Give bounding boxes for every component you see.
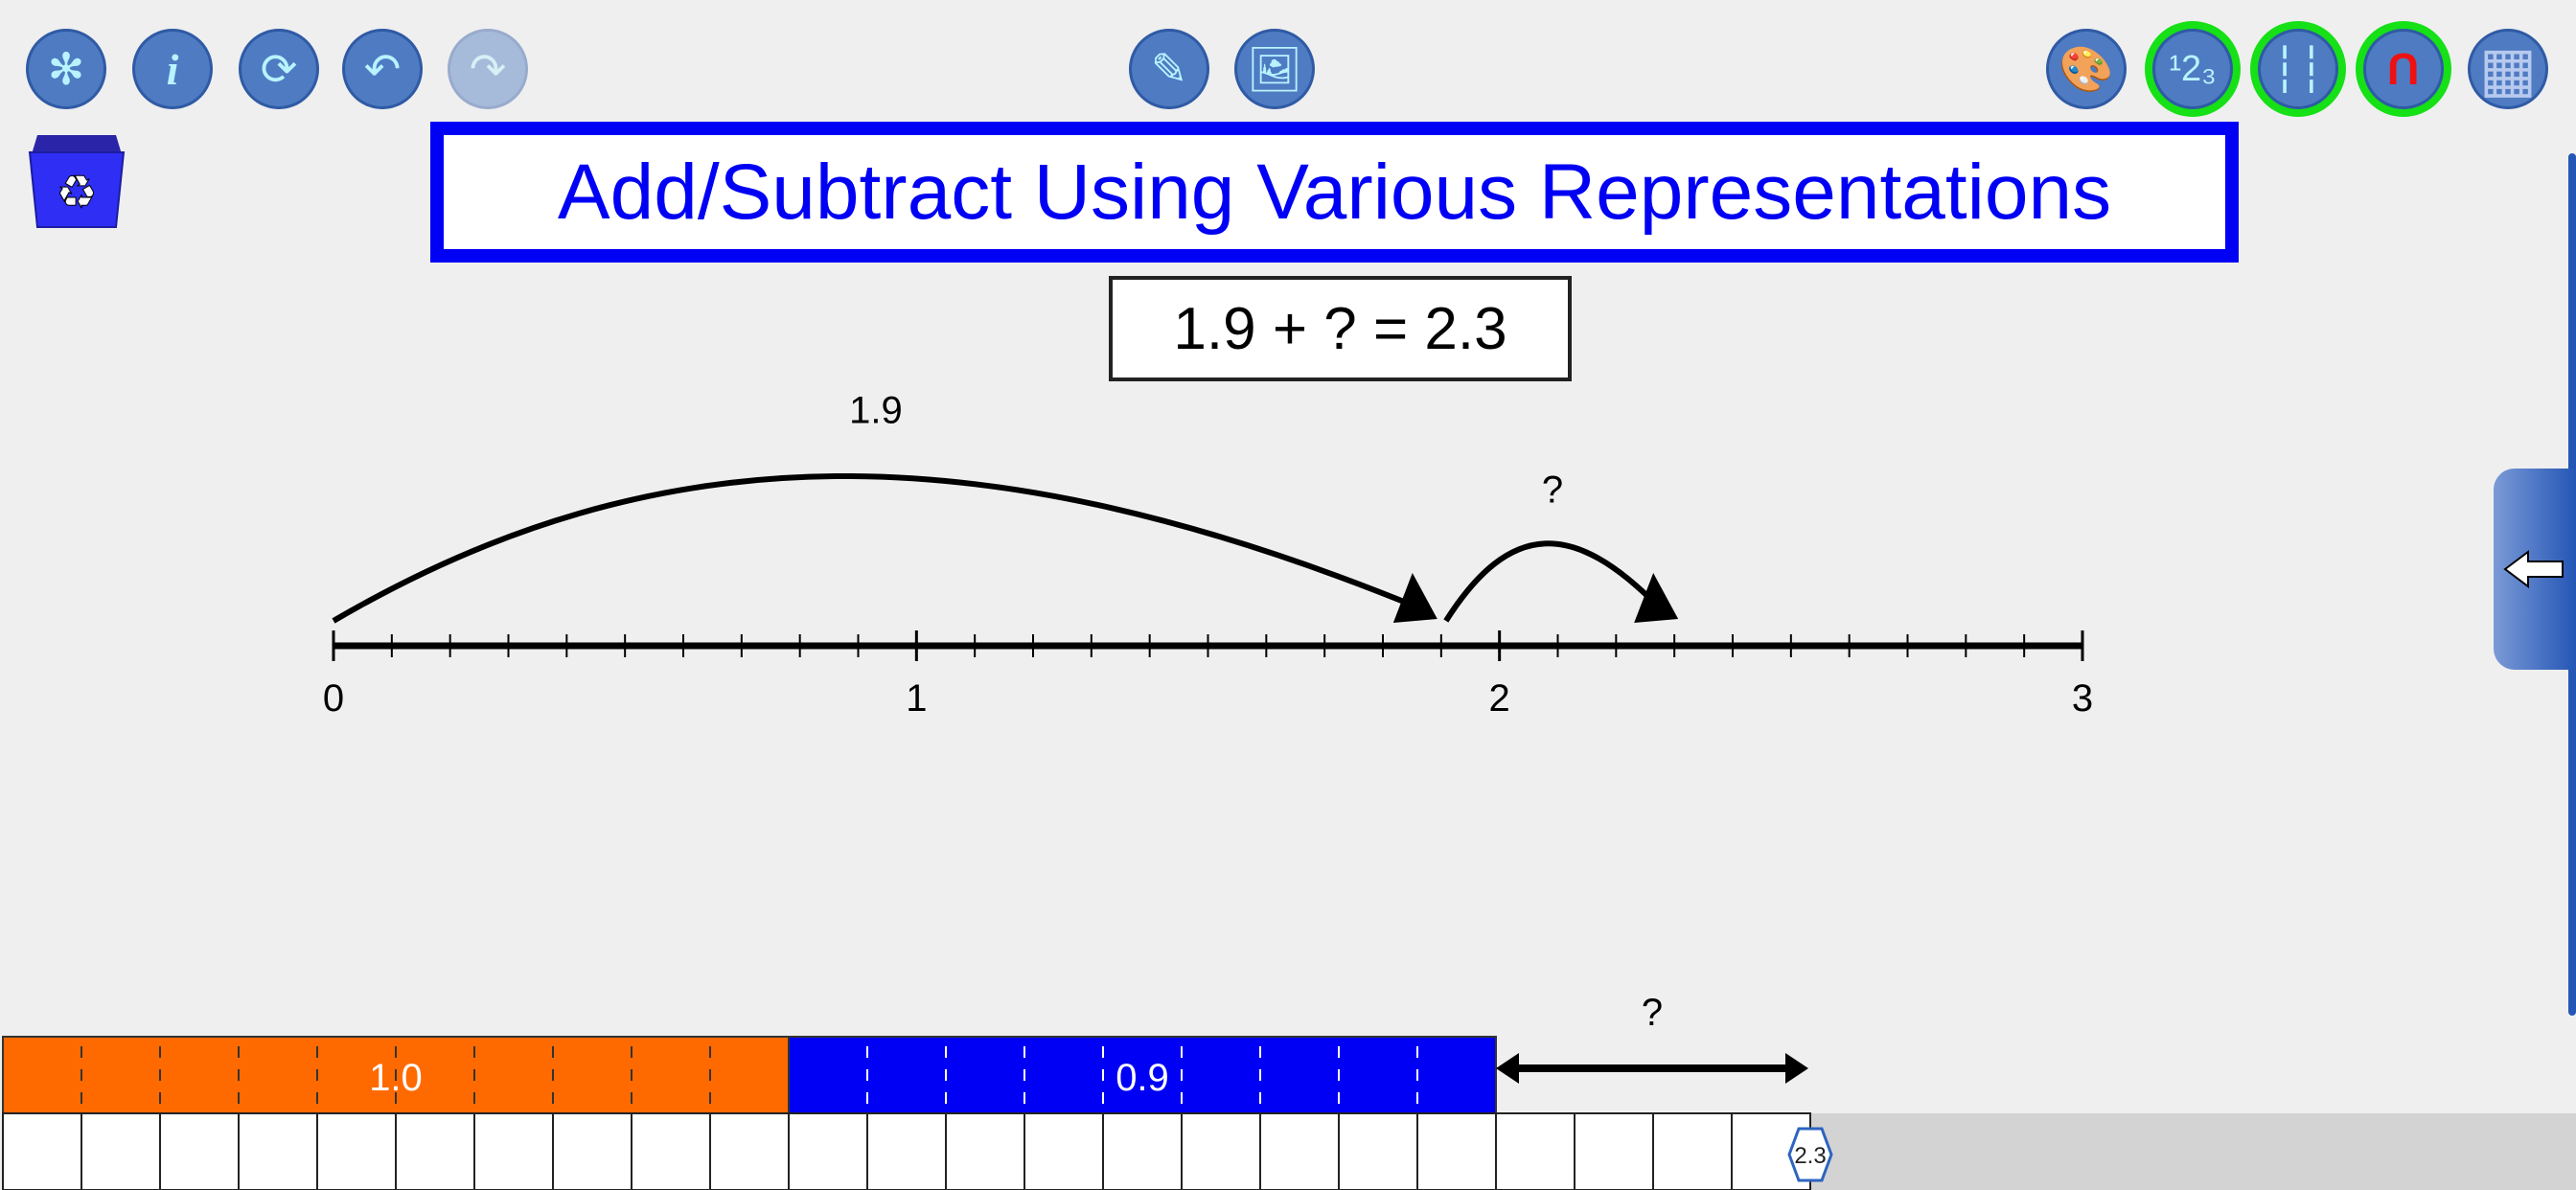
bar-model[interactable]: 1.0 0.9? 2.3 bbox=[2, 992, 1833, 1190]
ruler-cell bbox=[866, 1112, 947, 1190]
ruler-empty-area bbox=[1807, 1113, 2576, 1190]
image-button[interactable]: 🖼 bbox=[1234, 29, 1315, 109]
unknown-label: ? bbox=[1642, 992, 1663, 1034]
jump-arc bbox=[1443, 540, 1662, 623]
pencil-button[interactable]: ✎ bbox=[1129, 29, 1209, 109]
settings-gear-icon: ✻ bbox=[47, 44, 85, 94]
ruler-cell bbox=[552, 1112, 632, 1190]
tick-label: 3 bbox=[2072, 677, 2093, 720]
redo-icon: ↷ bbox=[469, 44, 507, 94]
recycle-bin[interactable]: ♻ bbox=[26, 131, 127, 231]
ruler-cell bbox=[631, 1112, 711, 1190]
tick-label: 1 bbox=[906, 677, 927, 720]
tick-label: 0 bbox=[323, 677, 344, 720]
ruler-cell bbox=[1416, 1112, 1497, 1190]
numbers-123-button[interactable]: ¹2₃ bbox=[2152, 29, 2233, 109]
ruler-cell bbox=[1652, 1112, 1733, 1190]
number-line[interactable]: 0 1 2 3 1.9? bbox=[323, 390, 2093, 721]
ruler-cell bbox=[709, 1112, 790, 1190]
jump-arrowhead bbox=[1392, 573, 1438, 623]
jump-arrowhead bbox=[1634, 573, 1679, 623]
bar-segment-label: 0.9 bbox=[1116, 1057, 1169, 1099]
ruler-cell bbox=[1259, 1112, 1340, 1190]
ruler-cell bbox=[1024, 1112, 1104, 1190]
ruler-cell bbox=[159, 1112, 240, 1190]
open-side-panel-button[interactable] bbox=[2494, 469, 2576, 670]
info-button[interactable]: i bbox=[132, 29, 213, 109]
ruler-cell bbox=[395, 1112, 475, 1190]
ruler-cell bbox=[945, 1112, 1025, 1190]
svg-text:♻: ♻ bbox=[56, 168, 97, 218]
dashed-lines-icon: ┆┆ bbox=[2271, 44, 2325, 94]
ruler-cell bbox=[316, 1112, 397, 1190]
ruler-cell bbox=[80, 1112, 161, 1190]
bar-segment-label: 1.0 bbox=[369, 1057, 423, 1099]
tick-label: 2 bbox=[1489, 677, 1510, 720]
ruler-cell bbox=[2, 1112, 82, 1190]
palette-icon: 🎨 bbox=[2058, 43, 2114, 94]
grid-button[interactable]: ▦ bbox=[2468, 29, 2548, 109]
arrowhead-left bbox=[1496, 1053, 1519, 1084]
ruler-cell bbox=[788, 1112, 868, 1190]
grid-icon: ▦ bbox=[2478, 34, 2538, 103]
jump-label: ? bbox=[1542, 469, 1563, 512]
redo-button[interactable]: ↷ bbox=[448, 29, 528, 109]
ruler-cell bbox=[1574, 1112, 1654, 1190]
ruler-resize-handle[interactable] bbox=[1787, 1127, 1833, 1182]
ruler-cell bbox=[473, 1112, 554, 1190]
undo-button[interactable]: ↶ bbox=[342, 29, 423, 109]
ruler-cell bbox=[1338, 1112, 1418, 1190]
jump-arc bbox=[332, 472, 1419, 624]
dashed-lines-button[interactable]: ┆┆ bbox=[2258, 29, 2338, 109]
undo-icon: ↶ bbox=[363, 44, 402, 94]
equation-box: 1.9 + ? = 2.3 bbox=[1109, 276, 1572, 381]
arrowhead-right bbox=[1785, 1053, 1808, 1084]
ruler-cell bbox=[1102, 1112, 1183, 1190]
numbers-123-icon: ¹2₃ bbox=[2169, 48, 2217, 89]
palette-button[interactable]: 🎨 bbox=[2046, 29, 2127, 109]
settings-gear-button[interactable]: ✻ bbox=[26, 29, 106, 109]
magnet-grid-button[interactable]: U bbox=[2363, 29, 2444, 109]
activity-title: Add/Subtract Using Various Representatio… bbox=[430, 122, 2239, 263]
refresh-icon: ⟳ bbox=[260, 44, 298, 94]
ruler-cell bbox=[1181, 1112, 1261, 1190]
jump-label: 1.9 bbox=[849, 390, 903, 432]
ruler-cell bbox=[238, 1112, 318, 1190]
bar-segment bbox=[788, 1036, 1497, 1114]
ruler-cell bbox=[1495, 1112, 1576, 1190]
pencil-icon: ✎ bbox=[1150, 44, 1188, 94]
arrow-left-icon bbox=[2503, 550, 2564, 588]
image-icon: 🖼 bbox=[1246, 43, 1303, 94]
refresh-button[interactable]: ⟳ bbox=[239, 29, 319, 109]
info-icon: i bbox=[166, 44, 179, 94]
ruler-end-label: 2.3 bbox=[1794, 1143, 1826, 1169]
recycle-bin-icon: ♻ bbox=[28, 135, 126, 228]
